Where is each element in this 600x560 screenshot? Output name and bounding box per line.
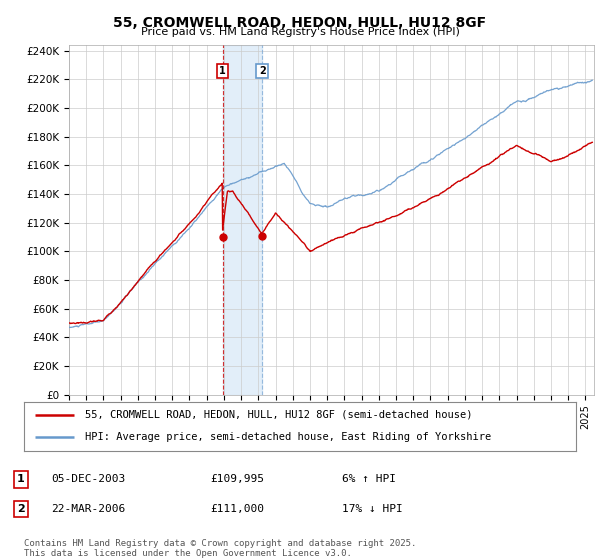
Text: 05-DEC-2003: 05-DEC-2003 (51, 474, 125, 484)
Text: 2: 2 (259, 66, 266, 76)
Bar (223, 45, 262, 395)
Text: 17% ↓ HPI: 17% ↓ HPI (342, 504, 403, 514)
Text: £111,000: £111,000 (210, 504, 264, 514)
Text: Price paid vs. HM Land Registry's House Price Index (HPI): Price paid vs. HM Land Registry's House … (140, 27, 460, 37)
Text: 2: 2 (17, 504, 25, 514)
Text: 1: 1 (17, 474, 25, 484)
Text: 22-MAR-2006: 22-MAR-2006 (51, 504, 125, 514)
Text: 1: 1 (219, 66, 226, 76)
Text: £109,995: £109,995 (210, 474, 264, 484)
Text: HPI: Average price, semi-detached house, East Riding of Yorkshire: HPI: Average price, semi-detached house,… (85, 432, 491, 442)
Text: 55, CROMWELL ROAD, HEDON, HULL, HU12 8GF (semi-detached house): 55, CROMWELL ROAD, HEDON, HULL, HU12 8GF… (85, 410, 472, 420)
Text: Contains HM Land Registry data © Crown copyright and database right 2025.
This d: Contains HM Land Registry data © Crown c… (24, 539, 416, 558)
Text: 55, CROMWELL ROAD, HEDON, HULL, HU12 8GF: 55, CROMWELL ROAD, HEDON, HULL, HU12 8GF (113, 16, 487, 30)
Text: 6% ↑ HPI: 6% ↑ HPI (342, 474, 396, 484)
